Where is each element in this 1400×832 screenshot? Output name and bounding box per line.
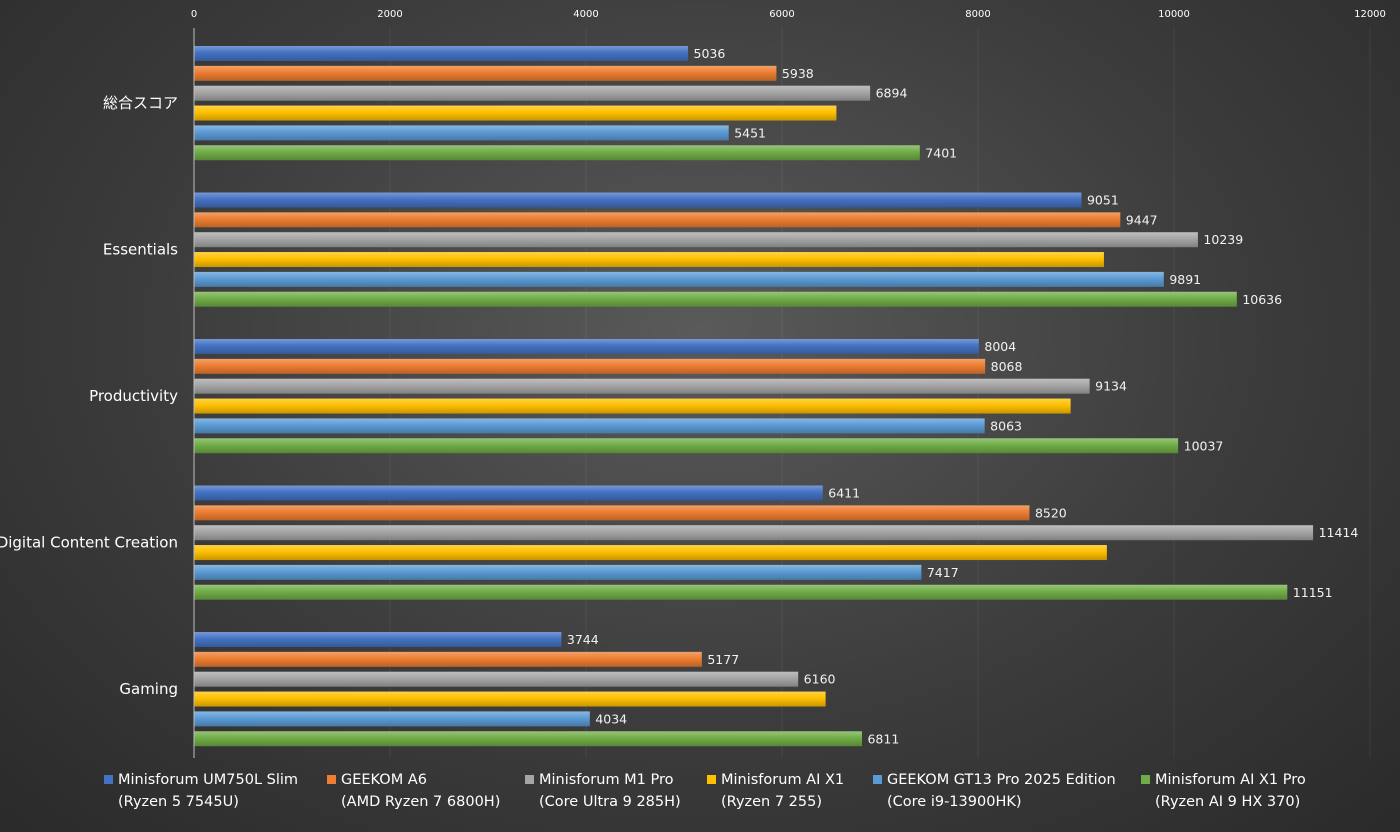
- bar: [194, 65, 777, 81]
- bar: [194, 584, 1288, 600]
- x-tick-label: 4000: [573, 9, 598, 20]
- bar: [194, 105, 837, 121]
- x-tick-label: 2000: [377, 9, 402, 20]
- data-label: 8063: [990, 418, 1022, 433]
- category-label: 総合スコア: [103, 94, 178, 112]
- x-tick-label: 12000: [1354, 9, 1386, 20]
- bar: [194, 358, 986, 374]
- legend-swatch: [873, 775, 882, 784]
- bar: [194, 651, 702, 667]
- bar: [194, 505, 1030, 521]
- legend-detail: (AMD Ryzen 7 6800H): [341, 794, 500, 810]
- category-label: Productivity: [89, 387, 178, 405]
- bar: [194, 232, 1198, 248]
- bars: [194, 46, 1314, 747]
- data-label: 3744: [567, 632, 599, 647]
- bar: [194, 85, 871, 101]
- data-label: 10636: [1242, 292, 1282, 307]
- data-label: 11414: [1319, 525, 1359, 540]
- data-label: 8068: [991, 359, 1023, 374]
- legend-item: GEEKOM GT13 Pro 2025 Edition (Core i9-139…: [873, 772, 1116, 810]
- bar: [194, 731, 862, 747]
- category-label: Digital Content Creation: [0, 534, 178, 552]
- data-label: 9051: [1087, 193, 1119, 208]
- bar: [194, 252, 1104, 268]
- bar: [194, 291, 1237, 307]
- bar: [194, 438, 1179, 454]
- bar: [194, 125, 729, 141]
- bar: [194, 339, 979, 354]
- data-label: 7417: [927, 565, 959, 580]
- legend-detail: (Core i9-13900HK): [887, 794, 1022, 810]
- bar: [194, 711, 590, 727]
- legend-detail: (Core Ultra 9 285H): [539, 794, 681, 810]
- legend-label: GEEKOM A6: [341, 772, 427, 788]
- legend-item: Minisforum M1 Pro (Core Ultra 9 285H): [525, 772, 681, 810]
- legend-swatch: [525, 775, 534, 784]
- data-label: 7401: [925, 145, 957, 160]
- bar: [194, 545, 1107, 561]
- legend-detail: (Ryzen AI 9 HX 370): [1155, 794, 1300, 810]
- data-label: 9447: [1126, 212, 1158, 227]
- data-label: 8004: [984, 339, 1016, 354]
- bar: [194, 46, 689, 61]
- category-label: Essentials: [103, 241, 178, 259]
- bar: [194, 145, 920, 161]
- bar: [194, 398, 1071, 414]
- legend: Minisforum UM750L Slim (Ryzen 5 7545U) GEE…: [104, 772, 1306, 810]
- data-label: 6811: [867, 731, 899, 746]
- legend-detail: (Ryzen 5 7545U): [118, 794, 239, 810]
- legend-label: Minisforum AI X1 Pro: [1155, 772, 1306, 788]
- data-labels: 5036 5938 6894 5451 7401 9051 9447 10239 9891 106…: [567, 46, 1358, 746]
- legend-item: Minisforum AI X1 (Ryzen 7 255): [707, 772, 844, 810]
- legend-item: Minisforum AI X1 Pro (Ryzen AI 9 HX 370): [1141, 772, 1306, 810]
- bar: [194, 632, 562, 647]
- category-label: Gaming: [119, 680, 178, 698]
- x-tick-label: 0: [191, 9, 197, 20]
- legend-swatch: [327, 775, 336, 784]
- bar: [194, 418, 985, 434]
- bar: [194, 485, 823, 501]
- legend-detail: (Ryzen 7 255): [721, 794, 822, 810]
- data-label: 5036: [694, 46, 726, 61]
- data-label: 5177: [707, 652, 739, 667]
- data-label: 9134: [1095, 379, 1127, 394]
- legend-label: Minisforum AI X1: [721, 772, 844, 788]
- data-label: 4034: [595, 711, 627, 726]
- x-tick-label: 10000: [1158, 9, 1190, 20]
- x-axis-ticks: 0 2000 4000 6000 8000 10000 12000: [191, 9, 1386, 20]
- legend-item: Minisforum UM750L Slim (Ryzen 5 7545U): [104, 772, 298, 810]
- bar: [194, 671, 799, 687]
- data-label: 6411: [828, 486, 860, 501]
- x-tick-label: 6000: [769, 9, 794, 20]
- data-label: 9891: [1169, 272, 1201, 287]
- data-label: 5938: [782, 66, 814, 81]
- legend-swatch: [104, 775, 113, 784]
- bar: [194, 691, 826, 707]
- legend-label: Minisforum UM750L Slim: [118, 772, 298, 788]
- bar: [194, 192, 1082, 208]
- legend-swatch: [707, 775, 716, 784]
- x-tick-label: 8000: [965, 9, 990, 20]
- legend-label: Minisforum M1 Pro: [539, 772, 674, 788]
- legend-item: GEEKOM A6 (AMD Ryzen 7 6800H): [327, 772, 500, 810]
- bar: [194, 525, 1314, 541]
- data-label: 6160: [804, 672, 836, 687]
- data-label: 11151: [1293, 585, 1333, 600]
- legend-swatch: [1141, 775, 1150, 784]
- category-labels: 総合スコア Essentials Productivity Digital Conte…: [0, 94, 178, 698]
- data-label: 8520: [1035, 505, 1067, 520]
- bar: [194, 564, 922, 580]
- data-label: 5451: [734, 125, 766, 140]
- data-label: 6894: [876, 86, 908, 101]
- bar: [194, 212, 1121, 228]
- bar: [194, 378, 1090, 394]
- data-label: 10239: [1203, 232, 1243, 247]
- data-label: 10037: [1184, 438, 1224, 453]
- legend-label: GEEKOM GT13 Pro 2025 Edition: [887, 772, 1116, 788]
- bar: [194, 271, 1164, 287]
